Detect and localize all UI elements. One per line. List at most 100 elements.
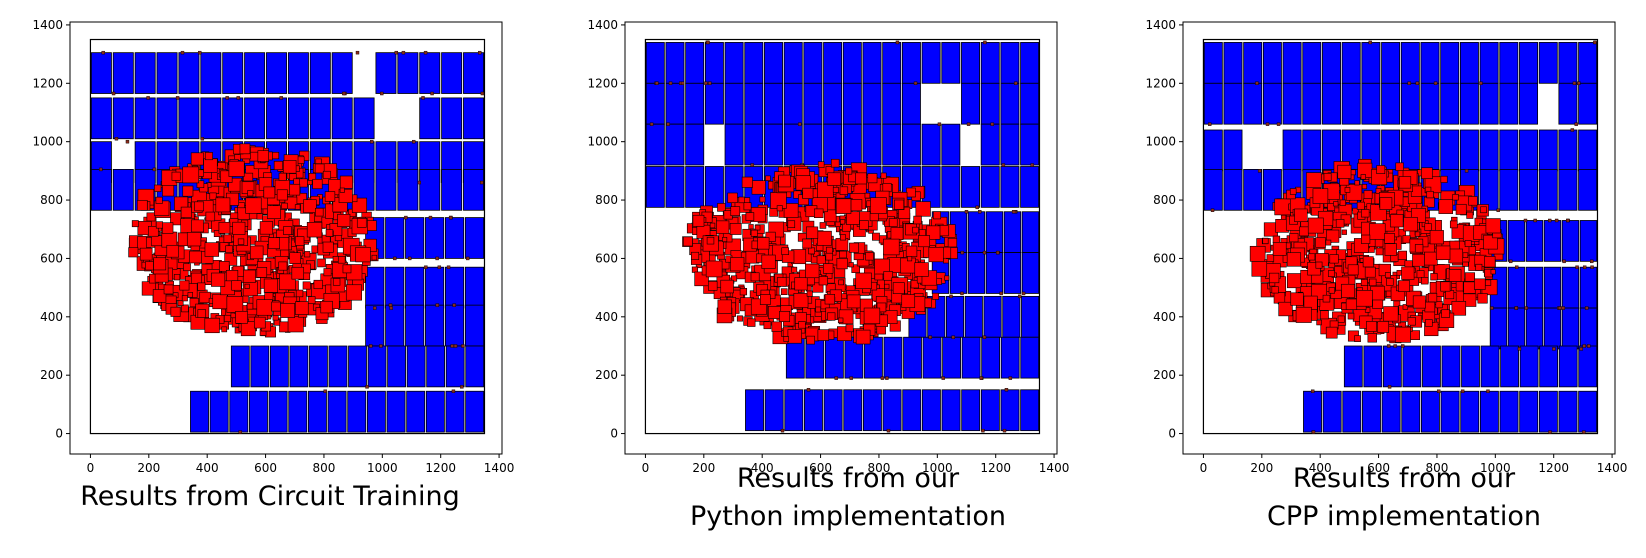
pin-marker xyxy=(480,91,485,96)
macro-block xyxy=(1420,42,1440,84)
std-cell xyxy=(705,260,723,278)
std-cell xyxy=(221,326,228,333)
macro-block xyxy=(367,345,387,388)
std-cell xyxy=(729,223,742,235)
std-cell xyxy=(837,317,844,324)
std-cell xyxy=(1361,234,1371,244)
std-cell xyxy=(342,264,352,274)
pin-marker xyxy=(450,344,454,348)
std-cell xyxy=(1384,272,1391,279)
macro-block xyxy=(1400,42,1420,84)
std-cell xyxy=(1374,238,1384,248)
macro-block xyxy=(724,82,744,125)
std-cell xyxy=(1401,266,1415,280)
caption-cpp: Results from our CPP implementation xyxy=(1194,460,1614,536)
pin-marker xyxy=(960,250,964,255)
std-cell xyxy=(1274,198,1292,216)
macro-block xyxy=(843,389,863,432)
std-cell xyxy=(163,284,174,295)
std-cell xyxy=(1339,199,1346,206)
std-cell xyxy=(1416,270,1425,279)
std-cell xyxy=(371,254,378,261)
x-tick-label: 1400 xyxy=(1039,461,1070,475)
x-tick-label: 800 xyxy=(867,461,890,475)
pin-marker xyxy=(428,215,433,220)
std-cell xyxy=(827,312,836,321)
pin-marker xyxy=(435,303,440,307)
std-cell xyxy=(808,247,815,255)
macro-block xyxy=(1499,169,1519,211)
std-cell xyxy=(783,336,790,342)
x-tick-label: 400 xyxy=(751,461,774,475)
placement-plot: 0 200 400 600 800 1000 1200 1400 0 200 400 600 800 10… xyxy=(32,18,514,475)
std-cell xyxy=(170,306,181,317)
pin-marker xyxy=(1496,208,1500,212)
macro-block xyxy=(1525,307,1544,350)
std-cell xyxy=(1315,237,1326,248)
std-cell xyxy=(294,204,301,210)
std-cell xyxy=(146,212,156,222)
pin-marker xyxy=(198,50,202,55)
y-tick-label: 200 xyxy=(40,368,63,382)
std-cell xyxy=(1484,256,1496,268)
std-cell xyxy=(247,190,254,197)
macro-block xyxy=(425,390,445,433)
x-tick-label: 800 xyxy=(1425,461,1448,475)
std-cell xyxy=(153,257,167,271)
pin-marker xyxy=(668,81,673,85)
pin-marker xyxy=(999,291,1003,296)
x-tick-label: 0 xyxy=(87,461,95,475)
macro-block xyxy=(331,52,353,94)
std-cell xyxy=(1268,272,1280,284)
macro-block xyxy=(269,345,289,388)
macro-block xyxy=(463,169,485,211)
std-cell xyxy=(302,281,311,290)
pin-marker xyxy=(1401,344,1405,348)
macro-block xyxy=(1203,169,1223,211)
macro-block xyxy=(1400,82,1420,125)
macro-block xyxy=(1538,42,1558,84)
macro-block xyxy=(1020,166,1040,208)
macro-block xyxy=(1441,345,1461,388)
x-tick-label: 1000 xyxy=(367,461,398,475)
macro-block xyxy=(268,390,288,433)
macro-block xyxy=(665,166,685,208)
std-cell xyxy=(1360,279,1368,286)
std-cell xyxy=(765,175,771,181)
macro-block xyxy=(463,97,485,140)
pin-marker xyxy=(437,265,442,269)
std-cell xyxy=(1423,196,1435,208)
pin-marker xyxy=(1514,306,1518,310)
std-cell xyxy=(173,274,181,281)
macro-block xyxy=(405,217,425,259)
pin-marker xyxy=(990,122,994,126)
std-cell xyxy=(322,241,334,253)
x-tick-label: 1200 xyxy=(980,461,1011,475)
std-cell xyxy=(835,221,841,227)
pin-marker xyxy=(708,81,712,85)
canvas-boundary xyxy=(89,38,486,435)
y-tick-label: 800 xyxy=(1153,193,1176,207)
macro-block xyxy=(1343,345,1363,388)
macro-block xyxy=(1543,307,1562,350)
macro-block xyxy=(445,345,465,388)
std-cell xyxy=(1262,237,1269,244)
macro-block xyxy=(665,82,685,125)
std-cell xyxy=(1462,252,1469,258)
std-cell xyxy=(855,272,872,290)
macro-block xyxy=(1440,82,1460,125)
std-cell xyxy=(1449,220,1458,229)
macro-block xyxy=(1003,211,1022,253)
std-cell xyxy=(748,224,754,230)
std-cell xyxy=(1384,243,1397,256)
pin-marker xyxy=(1407,81,1411,85)
macro-block xyxy=(783,123,803,166)
pin-marker xyxy=(1582,265,1587,269)
y-tick-label: 1400 xyxy=(1145,18,1176,32)
std-cell xyxy=(194,201,205,212)
macro-block xyxy=(1525,220,1544,262)
pin-marker xyxy=(1479,81,1483,85)
std-cell xyxy=(256,213,263,220)
macro-block xyxy=(901,82,921,125)
std-cell xyxy=(736,315,743,322)
